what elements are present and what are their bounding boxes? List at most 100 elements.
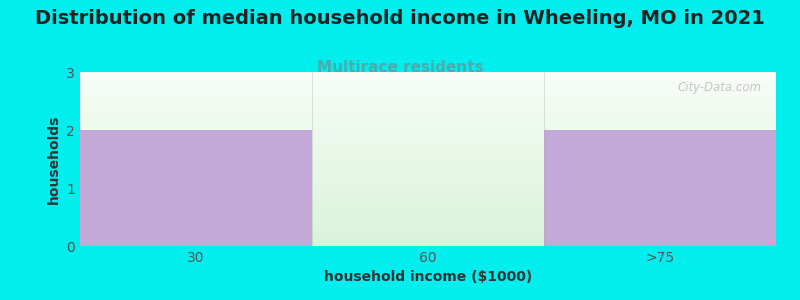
Bar xyxy=(544,130,776,246)
Bar xyxy=(80,204,776,205)
Bar xyxy=(80,110,776,111)
Bar xyxy=(80,181,776,182)
Bar xyxy=(80,207,776,208)
Bar xyxy=(80,84,776,85)
Bar xyxy=(80,122,776,123)
Bar xyxy=(80,86,776,87)
Bar xyxy=(80,156,776,157)
Bar xyxy=(80,191,776,192)
Bar xyxy=(80,208,776,209)
Bar xyxy=(80,137,776,138)
Bar xyxy=(80,79,776,80)
Bar xyxy=(80,123,776,124)
Bar xyxy=(80,241,776,242)
Bar xyxy=(80,149,776,150)
Text: Multirace residents: Multirace residents xyxy=(317,60,483,75)
Bar xyxy=(80,113,776,114)
Bar xyxy=(80,150,776,151)
Bar xyxy=(80,151,776,152)
Bar xyxy=(80,226,776,227)
Bar xyxy=(80,221,776,222)
Bar xyxy=(80,240,776,241)
Bar xyxy=(80,180,776,181)
Bar xyxy=(80,152,776,153)
Bar xyxy=(80,115,776,116)
Y-axis label: households: households xyxy=(46,114,61,204)
Bar xyxy=(80,138,776,139)
Bar xyxy=(80,236,776,237)
Bar xyxy=(80,140,776,141)
Bar xyxy=(80,172,776,173)
Text: City-Data.com: City-Data.com xyxy=(678,81,762,94)
Bar xyxy=(80,74,776,75)
Bar xyxy=(80,167,776,168)
Bar xyxy=(80,96,776,97)
Bar xyxy=(80,194,776,195)
Bar xyxy=(80,183,776,184)
Bar xyxy=(80,100,776,101)
Bar xyxy=(80,175,776,176)
Bar xyxy=(80,114,776,115)
Bar xyxy=(80,196,776,197)
Bar xyxy=(80,232,776,233)
Bar xyxy=(80,198,776,199)
Bar xyxy=(80,229,776,230)
Bar xyxy=(80,176,776,177)
Bar xyxy=(80,116,776,117)
Bar xyxy=(80,217,776,218)
Bar xyxy=(80,160,776,161)
Bar xyxy=(80,168,776,169)
Bar xyxy=(80,215,776,216)
Bar xyxy=(80,173,776,174)
Bar xyxy=(80,112,776,113)
Bar xyxy=(80,130,312,246)
Bar xyxy=(80,201,776,202)
Bar xyxy=(80,125,776,126)
Bar xyxy=(80,187,776,188)
Bar xyxy=(80,90,776,91)
Bar xyxy=(80,104,776,105)
Bar xyxy=(80,121,776,122)
Bar xyxy=(80,177,776,178)
Bar xyxy=(80,171,776,172)
Bar xyxy=(80,195,776,196)
Bar xyxy=(80,223,776,224)
Bar xyxy=(80,119,776,120)
Bar xyxy=(80,80,776,81)
Bar xyxy=(80,185,776,186)
Bar xyxy=(80,75,776,76)
Bar xyxy=(80,92,776,93)
Bar xyxy=(80,244,776,245)
Bar xyxy=(80,143,776,144)
Bar xyxy=(80,139,776,140)
Text: Distribution of median household income in Wheeling, MO in 2021: Distribution of median household income … xyxy=(35,9,765,28)
Bar xyxy=(80,182,776,183)
Bar xyxy=(80,200,776,201)
Bar xyxy=(80,136,776,137)
Bar xyxy=(80,94,776,95)
Bar xyxy=(80,197,776,198)
Bar xyxy=(80,102,776,103)
Bar xyxy=(80,101,776,102)
Bar xyxy=(80,135,776,136)
Bar xyxy=(80,99,776,100)
Bar xyxy=(80,162,776,163)
Bar xyxy=(80,89,776,90)
Bar xyxy=(80,218,776,219)
Bar xyxy=(80,146,776,147)
Bar xyxy=(80,189,776,190)
Bar xyxy=(80,147,776,148)
Bar xyxy=(80,216,776,217)
Bar xyxy=(80,205,776,206)
Bar xyxy=(80,155,776,156)
Bar xyxy=(80,124,776,125)
Bar xyxy=(80,174,776,175)
Bar xyxy=(80,83,776,84)
Bar xyxy=(80,134,776,135)
Bar xyxy=(80,190,776,191)
Bar xyxy=(80,154,776,155)
Bar xyxy=(80,158,776,159)
Bar xyxy=(80,81,776,82)
Bar xyxy=(80,131,776,132)
Bar xyxy=(80,130,776,131)
